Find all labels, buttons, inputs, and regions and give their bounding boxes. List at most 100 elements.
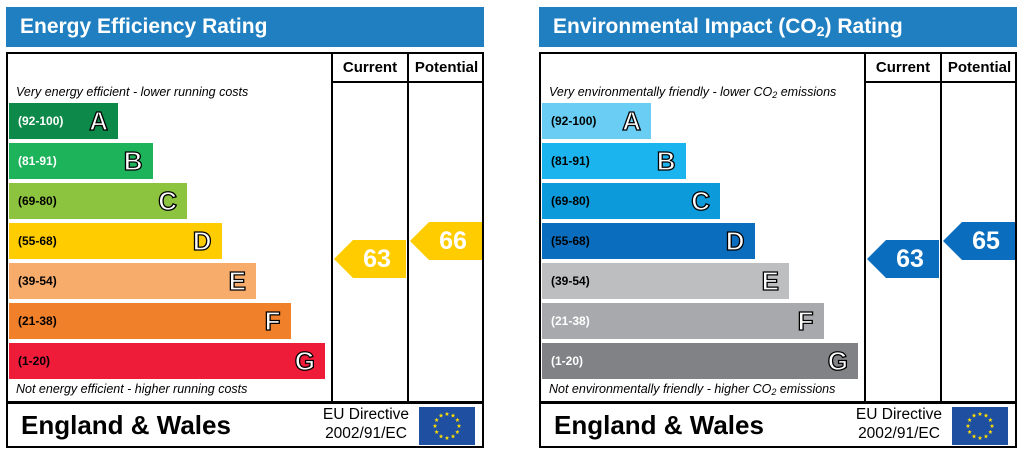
caption-bottom: Not energy efficient - higher running co… bbox=[16, 382, 248, 396]
band-letter: D bbox=[725, 225, 745, 256]
flag-star bbox=[989, 423, 995, 428]
band-letter: C bbox=[691, 185, 711, 216]
current-rating-arrow-polygon bbox=[867, 240, 939, 278]
flag-star bbox=[438, 413, 444, 418]
band-range: (21-38) bbox=[18, 314, 57, 328]
current-column-header: Current bbox=[875, 59, 931, 76]
caption-part-2: emissions bbox=[776, 382, 836, 396]
flag-star bbox=[971, 433, 977, 439]
current-rating-arrow: 63 bbox=[867, 240, 939, 278]
column-divider bbox=[331, 54, 333, 401]
flag-star bbox=[977, 411, 983, 416]
flag-star bbox=[988, 417, 993, 422]
current-rating-arrow-shape bbox=[867, 240, 939, 278]
band-letter: B bbox=[656, 145, 676, 176]
rating-band-g: (1-20) G bbox=[542, 343, 858, 379]
rating-band-c: (69-80) C bbox=[9, 183, 187, 219]
potential-rating-arrow-shape bbox=[410, 222, 482, 260]
flag-star bbox=[450, 413, 456, 418]
flag-star bbox=[967, 429, 972, 434]
potential-rating-arrow-shape bbox=[943, 222, 1015, 260]
eu-directive: EU Directive 2002/91/EC bbox=[850, 405, 948, 443]
caption-part-2: emissions bbox=[777, 85, 837, 99]
flag-star bbox=[983, 413, 989, 418]
eu-flag-icon bbox=[419, 407, 475, 445]
band-range: (69-80) bbox=[18, 194, 57, 208]
current-column-header: Current bbox=[342, 59, 398, 76]
footer-region: England & Wales bbox=[21, 410, 231, 440]
rating-band-a: (92-100) A bbox=[542, 103, 651, 139]
band-range: (39-54) bbox=[551, 274, 590, 288]
band-range: (39-54) bbox=[18, 274, 57, 288]
band-letter: A bbox=[622, 105, 642, 136]
current-rating-arrow-polygon bbox=[334, 240, 406, 278]
header-rule bbox=[864, 81, 1015, 83]
flag-star bbox=[450, 433, 456, 439]
flag-star bbox=[455, 429, 460, 434]
band-range: (21-38) bbox=[551, 314, 590, 328]
potential-column-header: Potential bbox=[947, 59, 1012, 76]
band-letter: F bbox=[797, 305, 814, 336]
band-letter: G bbox=[827, 345, 849, 376]
rating-band-f: (21-38) F bbox=[542, 303, 824, 339]
band-letter: E bbox=[228, 265, 247, 296]
current-rating-arrow-value: 63 bbox=[896, 245, 924, 273]
footer-region: England & Wales bbox=[554, 410, 764, 440]
flag-star bbox=[977, 435, 983, 440]
flag-star bbox=[444, 411, 450, 416]
flag-star bbox=[967, 417, 972, 422]
rating-band-a: (92-100) A bbox=[9, 103, 118, 139]
band-range: (55-68) bbox=[551, 234, 590, 248]
band-letter: C bbox=[158, 185, 178, 216]
eu-flag-icon bbox=[952, 407, 1008, 445]
column-divider bbox=[940, 54, 942, 401]
caption-part-1: Not environmentally friendly - higher CO bbox=[549, 382, 772, 396]
title-part-2: ) Rating bbox=[824, 15, 903, 38]
directive-line-2: 2002/91/EC bbox=[325, 425, 407, 442]
band-letter: B bbox=[123, 145, 143, 176]
column-divider bbox=[864, 54, 866, 401]
rating-band-d: (55-68) D bbox=[542, 223, 755, 259]
current-rating-arrow-value: 63 bbox=[363, 245, 391, 273]
band-letter: F bbox=[264, 305, 281, 336]
band-range: (92-100) bbox=[18, 114, 64, 128]
flag-star bbox=[983, 433, 989, 439]
flag-star bbox=[988, 429, 993, 434]
rating-chart: Current Potential Very energy efficient … bbox=[6, 52, 484, 403]
band-letter: D bbox=[192, 225, 212, 256]
flag-star bbox=[455, 417, 460, 422]
current-rating-arrow-shape bbox=[334, 240, 406, 278]
flag-star bbox=[434, 417, 439, 422]
current-rating-arrow: 63 bbox=[334, 240, 406, 278]
panel-title: Environmental Impact (CO2) Rating bbox=[539, 7, 1017, 47]
rating-band-b: (81-91) B bbox=[9, 143, 153, 179]
header-rule bbox=[331, 81, 482, 83]
caption-subscript: 2 bbox=[771, 387, 777, 397]
energy-efficiency-panel: Energy Efficiency Rating Current Potenti… bbox=[6, 7, 484, 448]
panel-title: Energy Efficiency Rating bbox=[6, 7, 484, 47]
potential-rating-arrow-value: 65 bbox=[972, 227, 1000, 255]
band-range: (92-100) bbox=[551, 114, 597, 128]
band-range: (69-80) bbox=[551, 194, 590, 208]
band-letter: A bbox=[89, 105, 109, 136]
flag-star bbox=[444, 435, 450, 440]
caption-bottom: Not environmentally friendly - higher CO… bbox=[549, 382, 836, 397]
flag-star bbox=[456, 423, 462, 428]
rating-chart: Current Potential Very environmentally f… bbox=[539, 52, 1017, 403]
title-subscript: 2 bbox=[816, 23, 825, 39]
directive-line-1: EU Directive bbox=[322, 406, 410, 423]
rating-band-e: (39-54) E bbox=[9, 263, 256, 299]
potential-column-header: Potential bbox=[414, 59, 479, 76]
potential-rating-arrow-polygon bbox=[410, 222, 482, 260]
footer: England & Wales EU Directive 2002/91/EC bbox=[539, 402, 1017, 448]
band-range: (81-91) bbox=[551, 154, 590, 168]
eu-directive: EU Directive 2002/91/EC bbox=[317, 405, 415, 443]
rating-band-c: (69-80) C bbox=[542, 183, 720, 219]
directive-line-2: 2002/91/EC bbox=[858, 425, 940, 442]
flag-star bbox=[965, 423, 971, 428]
directive-line-1: EU Directive bbox=[855, 406, 943, 423]
flag-star bbox=[971, 413, 977, 418]
band-range: (1-20) bbox=[551, 354, 584, 368]
potential-rating-arrow-value: 66 bbox=[439, 227, 467, 255]
rating-band-f: (21-38) F bbox=[9, 303, 291, 339]
